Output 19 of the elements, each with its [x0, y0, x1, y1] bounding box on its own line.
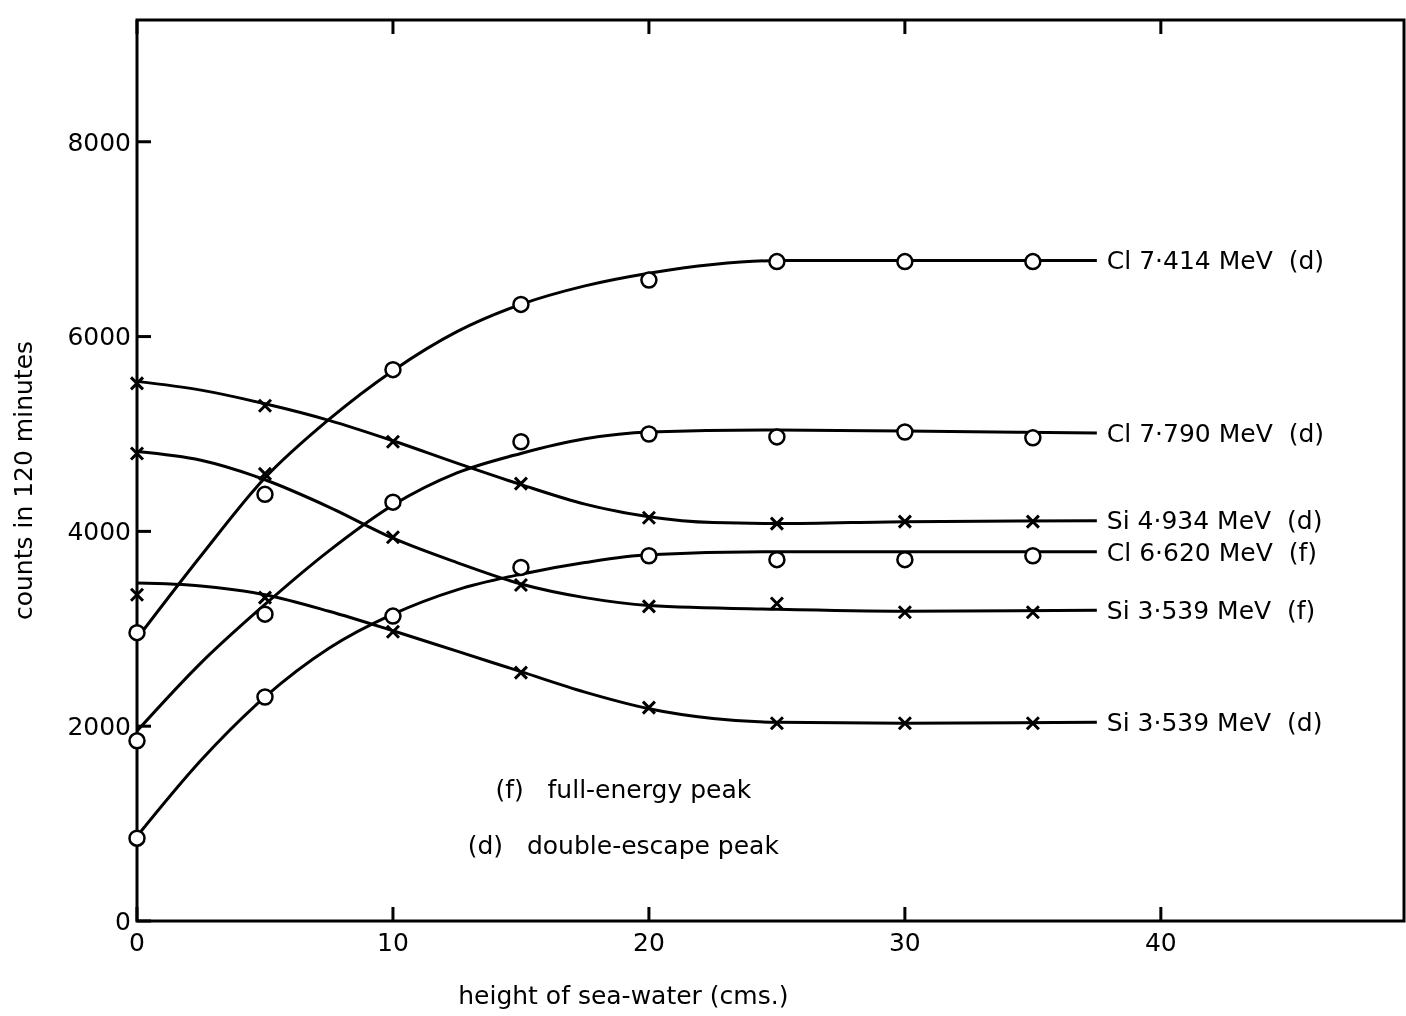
y-tick-label: 0	[115, 906, 131, 936]
series-label: Si 4·934 MeV (d)	[1106, 506, 1323, 536]
x-tick-label: 20	[633, 928, 665, 957]
y-tick-label: 8000	[67, 127, 131, 157]
y-axis-title: counts in 120 minutes	[9, 340, 38, 621]
annotation: (f) full-energy peak	[495, 775, 752, 805]
series-label: Cl 7·790 MeV (d)	[1106, 418, 1325, 448]
series-label: Si 3·539 MeV (f)	[1106, 596, 1316, 626]
y-tick-label: 6000	[67, 322, 131, 352]
x-tick-label: 10	[377, 928, 409, 957]
x-axis-title: height of sea-water (cms.)	[458, 981, 789, 1010]
annotation: (d) double-escape peak	[467, 830, 780, 860]
x-tick-label: 30	[888, 928, 921, 957]
series-label: Cl 7·414 MeV (d)	[1106, 246, 1325, 276]
x-tick-label: 40	[1144, 928, 1177, 957]
y-tick-label: 4000	[67, 517, 131, 547]
series-label: Cl 6·620 MeV (f)	[1106, 537, 1317, 567]
y-tick-label: 2000	[67, 711, 131, 741]
series-label: Si 3·539 MeV (d)	[1106, 708, 1323, 738]
